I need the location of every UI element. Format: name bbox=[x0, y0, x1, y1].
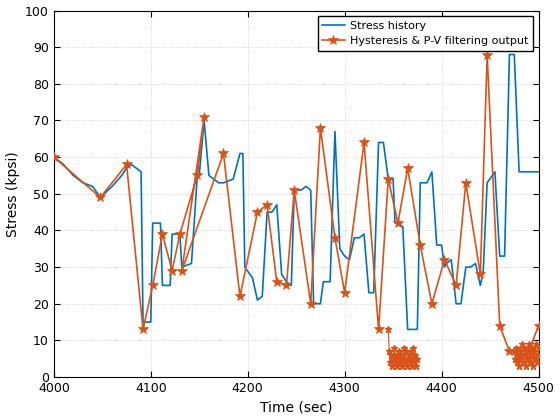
Line: Stress history: Stress history bbox=[54, 55, 539, 329]
Hysteresis & P-V filtering output bbox=[200, 114, 207, 119]
Hysteresis & P-V filtering output bbox=[428, 301, 435, 306]
X-axis label: Time (sec): Time (sec) bbox=[260, 400, 333, 415]
Hysteresis & P-V filtering output bbox=[139, 327, 146, 332]
Stress history bbox=[139, 320, 146, 325]
Stress history bbox=[317, 301, 324, 306]
Hysteresis & P-V filtering output bbox=[441, 257, 448, 262]
Stress history bbox=[535, 169, 542, 174]
Hysteresis & P-V filtering output bbox=[341, 290, 348, 295]
Hysteresis & P-V filtering output bbox=[525, 349, 532, 354]
Hysteresis & P-V filtering output bbox=[463, 180, 469, 185]
Hysteresis & P-V filtering output bbox=[50, 155, 57, 160]
Hysteresis & P-V filtering output bbox=[332, 235, 338, 240]
Hysteresis & P-V filtering output bbox=[254, 210, 261, 215]
Hysteresis & P-V filtering output bbox=[375, 327, 382, 332]
Hysteresis & P-V filtering output bbox=[176, 231, 183, 236]
Stress history bbox=[211, 177, 217, 182]
Hysteresis & P-V filtering output bbox=[506, 349, 513, 354]
Hysteresis & P-V filtering output bbox=[452, 283, 459, 288]
Hysteresis & P-V filtering output bbox=[307, 301, 314, 306]
Hysteresis & P-V filtering output bbox=[291, 188, 297, 193]
Hysteresis & P-V filtering output bbox=[477, 272, 484, 277]
Hysteresis & P-V filtering output bbox=[361, 140, 367, 145]
Hysteresis & P-V filtering output bbox=[179, 268, 185, 273]
Stress history bbox=[506, 52, 513, 57]
Hysteresis & P-V filtering output bbox=[283, 283, 290, 288]
Hysteresis & P-V filtering output bbox=[194, 173, 200, 178]
Hysteresis & P-V filtering output bbox=[264, 202, 270, 207]
Hysteresis & P-V filtering output bbox=[404, 165, 411, 171]
Stress history bbox=[501, 254, 508, 259]
Stress history bbox=[404, 327, 411, 332]
Hysteresis & P-V filtering output bbox=[385, 177, 391, 182]
Hysteresis & P-V filtering output bbox=[395, 220, 402, 226]
Stress history bbox=[332, 129, 338, 134]
Hysteresis & P-V filtering output bbox=[236, 294, 243, 299]
Line: Hysteresis & P-V filtering output: Hysteresis & P-V filtering output bbox=[49, 50, 543, 356]
Stress history bbox=[50, 155, 57, 160]
Legend: Stress history, Hysteresis & P-V filtering output: Stress history, Hysteresis & P-V filteri… bbox=[318, 16, 533, 50]
Hysteresis & P-V filtering output bbox=[159, 231, 166, 236]
Hysteresis & P-V filtering output bbox=[496, 323, 503, 328]
Hysteresis & P-V filtering output bbox=[516, 349, 522, 354]
Hysteresis & P-V filtering output bbox=[417, 243, 423, 248]
Hysteresis & P-V filtering output bbox=[273, 279, 280, 284]
Hysteresis & P-V filtering output bbox=[169, 268, 175, 273]
Hysteresis & P-V filtering output bbox=[535, 323, 542, 328]
Hysteresis & P-V filtering output bbox=[317, 125, 324, 130]
Hysteresis & P-V filtering output bbox=[97, 195, 104, 200]
Stress history bbox=[283, 279, 290, 284]
Hysteresis & P-V filtering output bbox=[123, 162, 130, 167]
Hysteresis & P-V filtering output bbox=[150, 283, 156, 288]
Hysteresis & P-V filtering output bbox=[220, 151, 227, 156]
Y-axis label: Stress (kpsi): Stress (kpsi) bbox=[6, 151, 20, 236]
Hysteresis & P-V filtering output bbox=[484, 52, 491, 57]
